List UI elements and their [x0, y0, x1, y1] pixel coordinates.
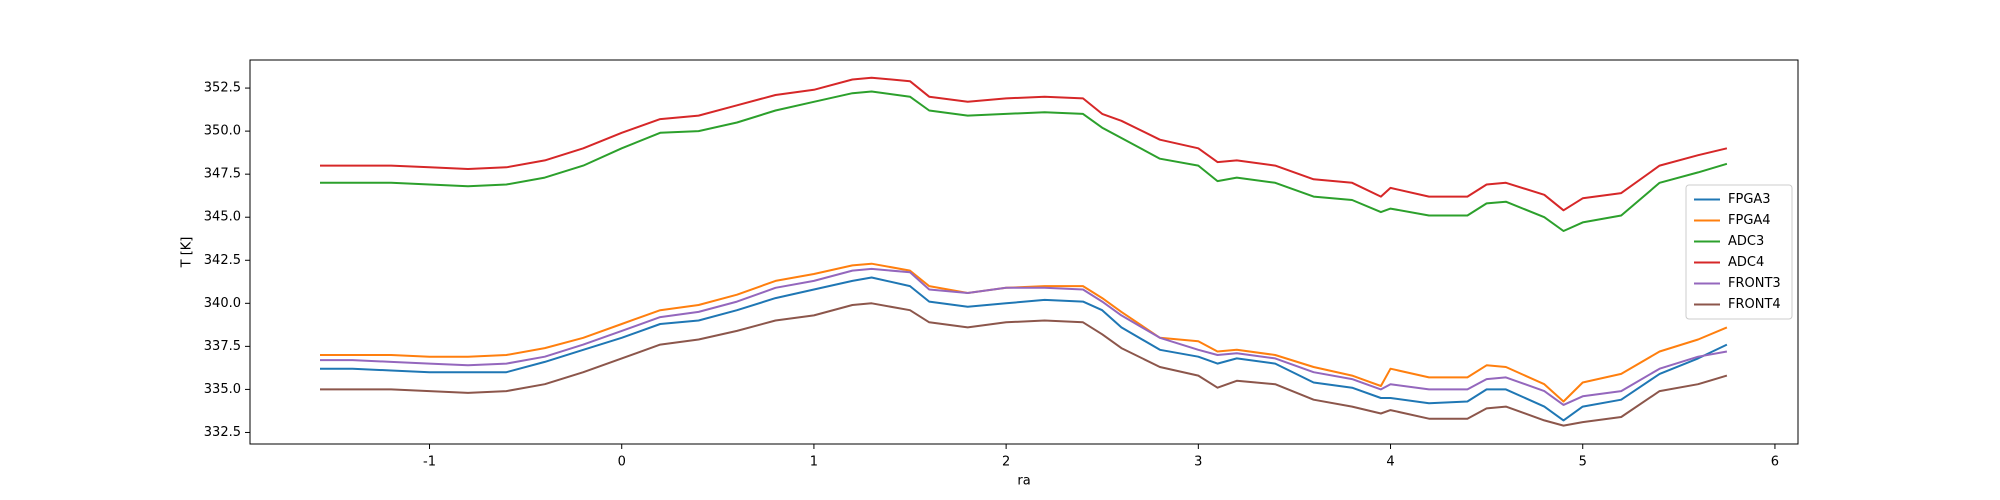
y-tick-label: 332.5: [204, 425, 241, 440]
series-line: [320, 76, 1728, 212]
y-tick-label: 340.0: [204, 296, 241, 311]
x-axis-label: ra: [1017, 474, 1030, 489]
series-line: [320, 276, 1728, 422]
y-tick-label: 345.0: [204, 210, 241, 225]
y-tick-label: 342.5: [204, 253, 241, 268]
series-line: [320, 262, 1728, 403]
x-tick-label: 6: [1771, 455, 1779, 470]
y-tick-label: 352.5: [204, 81, 241, 96]
y-tick-label: 335.0: [204, 382, 241, 397]
x-tick-label: 5: [1579, 455, 1587, 470]
x-tick-label: 3: [1194, 455, 1202, 470]
legend-label: FPGA3: [1728, 192, 1771, 207]
legend-label: FRONT4: [1728, 297, 1781, 312]
legend-box: [1685, 184, 1793, 320]
legend-label: FRONT3: [1728, 276, 1781, 291]
plot-frame: [249, 59, 1799, 445]
y-axis-label: T [K]: [180, 237, 195, 269]
legend-label: ADC3: [1728, 234, 1764, 249]
x-tick-label: 0: [618, 455, 626, 470]
y-tick-label: 337.5: [204, 339, 241, 354]
legend-label: FPGA4: [1728, 213, 1771, 228]
x-tick-label: 1: [810, 455, 818, 470]
series-line: [320, 267, 1728, 406]
y-tick-label: 347.5: [204, 167, 241, 182]
x-tick-label: 2: [1002, 455, 1010, 470]
series-line: [320, 302, 1728, 427]
series-line: [320, 90, 1728, 232]
y-tick-label: 350.0: [204, 124, 241, 139]
legend-label: ADC4: [1728, 255, 1764, 270]
x-tick-label: -1: [423, 455, 436, 470]
x-tick-label: 4: [1386, 455, 1394, 470]
